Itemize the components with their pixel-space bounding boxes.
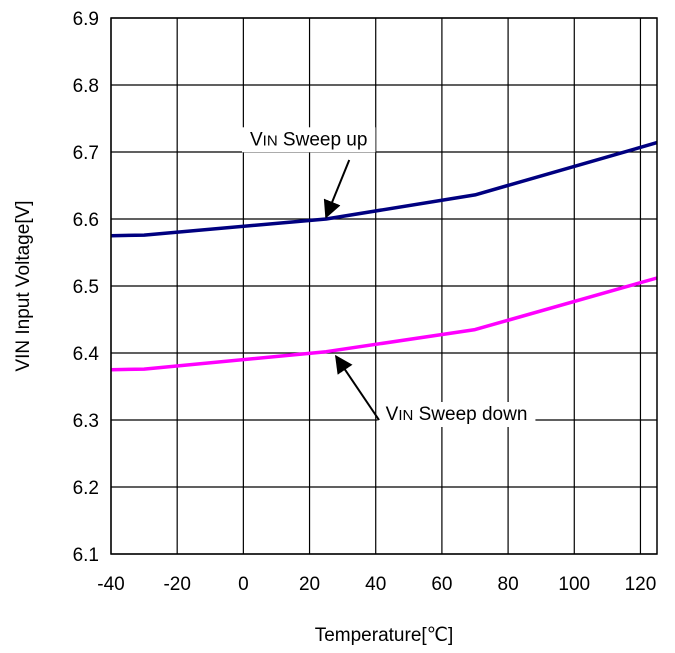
annotation-group: VIN Sweep up VIN Sweep down — [241, 127, 536, 427]
y-tick-label: 6.8 — [73, 76, 99, 97]
annotation-bg-1 — [241, 127, 376, 153]
plot-frame — [110, 17, 658, 555]
x-tick-label: -20 — [163, 574, 190, 595]
y-axis-label: VIN Input Voltage[V] — [13, 200, 34, 371]
tick-labels: -40 -20 0 20 40 60 80 100 120 6.1 6.2 6.3 6.4 6.5 6.6 6… — [73, 9, 657, 595]
series-line-2 — [110, 276, 658, 372]
annotation-arrow-1 — [323, 159, 351, 219]
grid — [110, 17, 657, 555]
x-tick-label: 60 — [431, 574, 452, 595]
annotation-label-1: VIN Sweep up — [250, 129, 367, 150]
x-tick-label: 100 — [558, 574, 590, 595]
x-tick-label: -40 — [97, 574, 124, 595]
annotation-arrow-2 — [335, 354, 380, 421]
series-line-1 — [110, 140, 658, 238]
annotation-bg-2 — [377, 402, 536, 427]
y-tick-label: 6.4 — [73, 344, 100, 365]
y-tick-label: 6.3 — [73, 411, 99, 432]
y-tick-label: 6.9 — [73, 9, 99, 30]
x-tick-label: 120 — [625, 574, 657, 595]
x-tick-label: 0 — [238, 574, 249, 595]
series-group — [110, 140, 658, 372]
x-tick-label: 80 — [498, 574, 519, 595]
y-tick-label: 6.6 — [73, 210, 99, 231]
annotation-label-2: VIN Sweep down — [386, 404, 528, 425]
y-tick-label: 6.5 — [73, 277, 99, 298]
y-tick-label: 6.1 — [73, 545, 99, 566]
y-tick-label: 6.7 — [73, 143, 99, 164]
y-tick-label: 6.2 — [73, 478, 99, 499]
x-tick-label: 20 — [299, 574, 320, 595]
x-tick-label: 40 — [365, 574, 386, 595]
x-axis-label: Temperature[℃] — [315, 625, 454, 646]
